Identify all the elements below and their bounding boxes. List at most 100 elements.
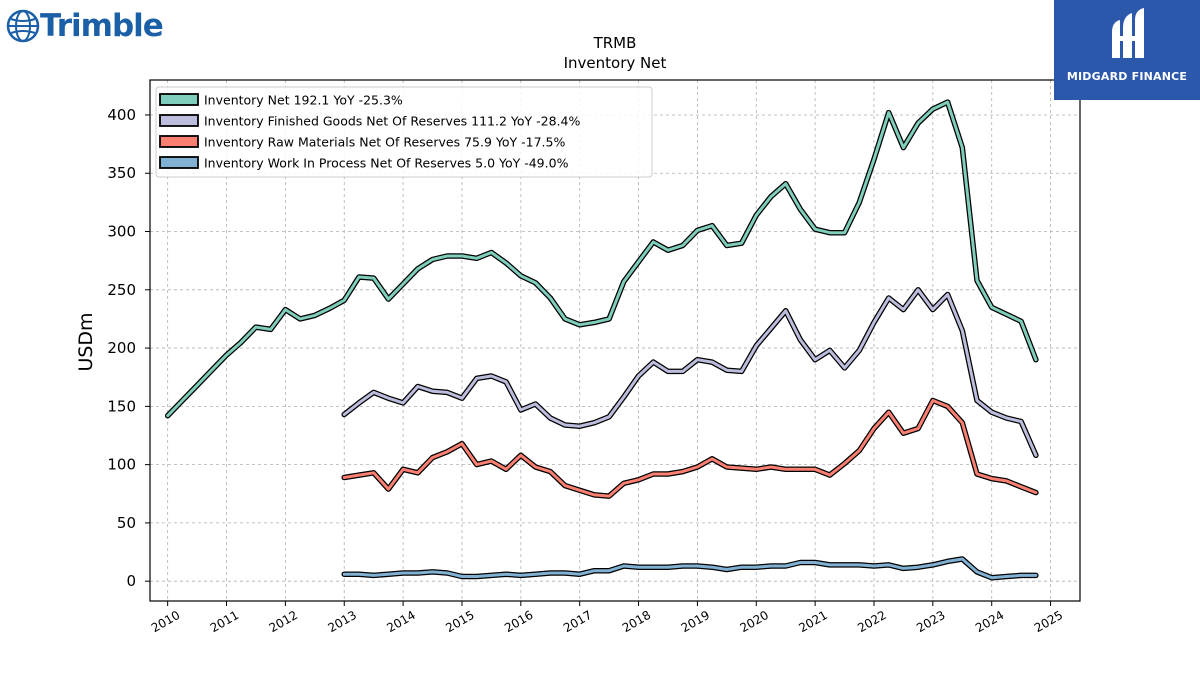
y-tick-label: 250	[107, 281, 136, 299]
data-point	[784, 564, 787, 568]
data-point	[813, 468, 817, 471]
data-point	[990, 411, 993, 414]
data-point	[504, 573, 508, 576]
data-point	[799, 208, 802, 211]
data-point	[696, 229, 699, 232]
data-point	[343, 573, 346, 576]
data-point	[931, 563, 934, 567]
data-point	[490, 251, 493, 254]
data-point	[475, 257, 478, 260]
midgard-logo-text: MIDGARD FINANCE	[1066, 70, 1188, 83]
data-point	[328, 307, 331, 310]
data-point	[843, 366, 846, 370]
data-point	[563, 484, 567, 487]
x-tick-label: 2023	[914, 608, 947, 635]
data-point	[372, 574, 375, 577]
x-tick-label: 2015	[443, 608, 476, 635]
data-point	[1019, 485, 1023, 488]
data-point	[372, 276, 375, 280]
data-point	[387, 297, 390, 301]
data-point	[725, 465, 728, 469]
data-point	[1034, 491, 1038, 494]
data-point	[504, 380, 508, 384]
data-point	[725, 568, 728, 571]
data-point	[195, 384, 199, 387]
data-point	[343, 413, 346, 416]
data-point	[519, 454, 522, 457]
data-point	[343, 299, 346, 302]
data-point	[607, 569, 611, 572]
data-point	[357, 473, 361, 477]
data-point	[755, 344, 758, 347]
data-point	[460, 397, 464, 400]
data-point	[519, 574, 522, 577]
data-point	[769, 465, 773, 469]
data-point	[828, 231, 831, 234]
x-tick-label: 2020	[738, 608, 771, 635]
legend-swatch	[159, 93, 199, 106]
data-point	[504, 468, 508, 471]
data-point	[416, 471, 419, 474]
data-point	[740, 566, 743, 569]
legend: Inventory Net 192.1 YoY -25.3% Inventory …	[155, 86, 653, 178]
x-tick-label: 2013	[326, 608, 359, 635]
data-point	[1005, 479, 1008, 483]
data-point	[975, 279, 979, 282]
data-point	[858, 201, 861, 204]
data-point	[710, 224, 714, 227]
data-point	[710, 566, 714, 569]
data-point	[652, 566, 655, 569]
data-point	[916, 121, 920, 125]
data-point	[931, 399, 934, 402]
data-point	[549, 296, 552, 300]
data-point	[490, 574, 493, 577]
data-point	[563, 571, 567, 575]
data-point	[549, 416, 552, 420]
x-tick-label: 2010	[149, 608, 182, 635]
data-point	[607, 317, 611, 321]
legend-swatch	[159, 114, 199, 127]
data-point	[387, 573, 390, 576]
data-point	[431, 570, 434, 574]
data-point	[593, 569, 596, 572]
series-line	[342, 288, 1038, 457]
data-point	[931, 308, 934, 311]
data-point	[975, 570, 979, 574]
data-point	[298, 317, 302, 321]
data-point	[490, 459, 493, 463]
data-point	[534, 465, 537, 469]
series-line	[166, 100, 1038, 418]
data-point	[593, 421, 596, 424]
data-point	[946, 405, 949, 408]
data-point	[858, 449, 861, 452]
data-point	[225, 353, 228, 357]
data-point	[593, 321, 596, 324]
data-point	[887, 296, 890, 300]
data-point	[710, 360, 714, 364]
data-point	[1019, 320, 1023, 323]
data-point	[475, 575, 478, 578]
data-point	[372, 391, 375, 394]
data-point	[181, 399, 184, 402]
data-point	[637, 478, 640, 481]
data-point	[666, 472, 670, 476]
data-point	[858, 563, 861, 567]
x-tick-label: 2016	[502, 608, 535, 635]
data-point	[681, 370, 684, 373]
data-point	[725, 369, 728, 372]
data-point	[622, 564, 625, 568]
data-point	[401, 282, 405, 286]
data-point	[460, 442, 464, 445]
data-point	[372, 471, 375, 474]
data-point	[534, 573, 537, 576]
data-point	[740, 242, 743, 245]
data-point	[696, 564, 699, 568]
data-point	[916, 566, 920, 569]
y-tick-label: 400	[107, 106, 136, 124]
data-point	[1005, 416, 1008, 420]
data-point	[460, 254, 464, 258]
legend-box	[155, 86, 653, 178]
chart-title: TRMB	[593, 34, 637, 52]
data-point	[872, 564, 876, 568]
data-point	[872, 158, 876, 161]
